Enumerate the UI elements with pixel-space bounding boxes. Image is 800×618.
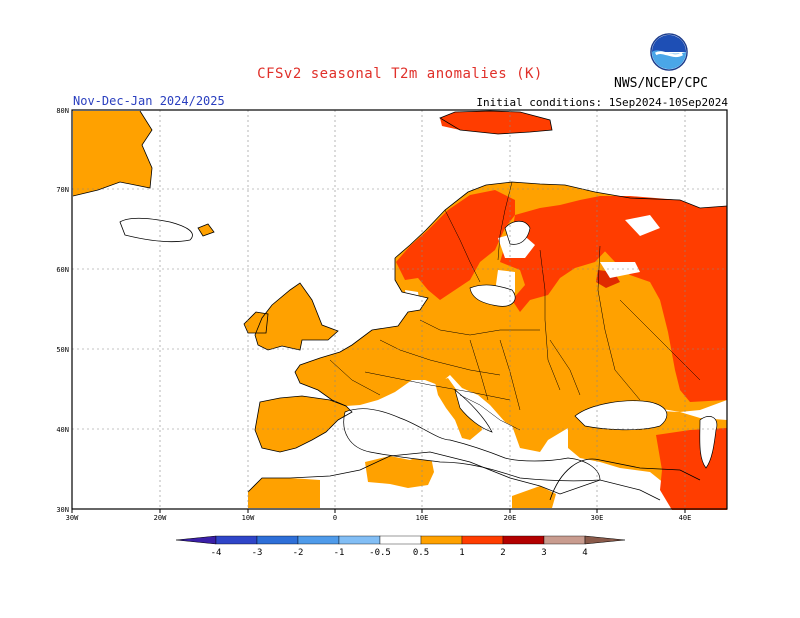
legend-swatch xyxy=(379,535,422,545)
lat-label-70n: 70N xyxy=(56,186,69,194)
legend-label: 4 xyxy=(582,548,587,558)
legend-label: 2 xyxy=(500,548,505,558)
lon-label-0: 0 xyxy=(333,514,337,522)
period-label: Nov-Dec-Jan 2024/2025 xyxy=(73,94,225,108)
legend-label: 0.5 xyxy=(413,548,429,558)
lat-label-60n: 60N xyxy=(56,266,69,274)
legend-swatch xyxy=(338,535,381,545)
coastlines xyxy=(72,110,728,501)
legend-swatch xyxy=(420,535,463,545)
lat-label-30n: 30N xyxy=(56,506,69,514)
legend-label: -2 xyxy=(293,548,304,558)
legend-label: -3 xyxy=(252,548,263,558)
lon-label-20e: 20E xyxy=(504,514,517,522)
lat-label-80n: 80N xyxy=(56,107,69,115)
legend-swatch xyxy=(543,535,586,545)
lon-label-30e: 30E xyxy=(591,514,604,522)
lat-label-40n: 40N xyxy=(56,426,69,434)
water-bodies xyxy=(343,220,718,482)
lon-label-40e: 40E xyxy=(679,514,692,522)
initial-conditions-label: Initial conditions: 1Sep2024-10Sep2024 xyxy=(476,96,728,109)
lon-label-10w: 10W xyxy=(242,514,255,522)
legend-swatch xyxy=(502,535,545,545)
lon-label-10e: 10E xyxy=(416,514,429,522)
anomaly-red-layer xyxy=(396,111,727,510)
legend-label: -4 xyxy=(211,548,222,558)
legend-swatch xyxy=(215,535,258,545)
legend-label: 1 xyxy=(459,548,464,558)
legend-swatch xyxy=(256,535,299,545)
legend-label: -0.5 xyxy=(369,548,391,558)
legend-label: 3 xyxy=(541,548,546,558)
graticule xyxy=(72,110,727,508)
agency-label: NWS/NCEP/CPC xyxy=(614,76,708,91)
legend-swatch xyxy=(461,535,504,545)
country-borders xyxy=(329,181,701,431)
noaa-logo-icon xyxy=(650,33,688,71)
map-title: CFSv2 seasonal T2m anomalies (K) xyxy=(257,66,543,82)
lon-label-30w: 30W xyxy=(66,514,79,522)
legend-label: -1 xyxy=(334,548,345,558)
legend-swatch xyxy=(297,535,340,545)
color-legend: -4 -3 -2 -1 -0.5 0.5 1 2 3 4 xyxy=(175,535,626,558)
lon-label-20w: 20W xyxy=(154,514,167,522)
map-frame xyxy=(71,109,728,510)
legend-arrow-left xyxy=(175,535,217,545)
legend-arrow-right xyxy=(584,535,626,545)
lat-label-50n: 50N xyxy=(56,346,69,354)
